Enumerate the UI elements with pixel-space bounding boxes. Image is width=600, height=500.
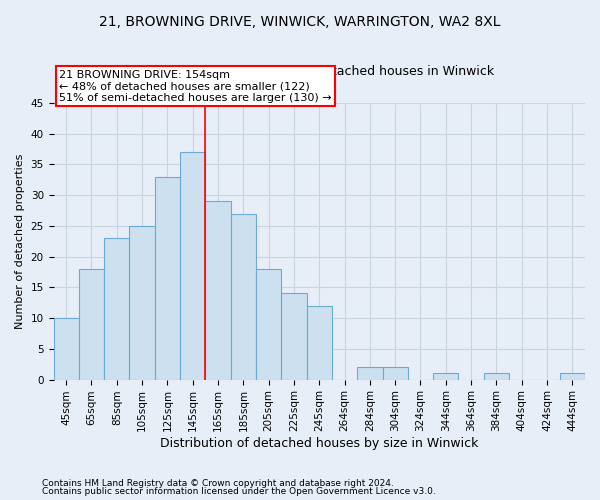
Text: 21, BROWNING DRIVE, WINWICK, WARRINGTON, WA2 8XL: 21, BROWNING DRIVE, WINWICK, WARRINGTON,… <box>99 15 501 29</box>
Bar <box>155 176 180 380</box>
Bar <box>130 226 155 380</box>
Text: Contains HM Land Registry data © Crown copyright and database right 2024.: Contains HM Land Registry data © Crown c… <box>42 478 394 488</box>
Bar <box>357 368 383 380</box>
Text: Contains public sector information licensed under the Open Government Licence v3: Contains public sector information licen… <box>42 487 436 496</box>
Bar <box>79 269 104 380</box>
Bar <box>104 238 130 380</box>
Bar <box>307 306 332 380</box>
Bar <box>256 269 281 380</box>
Bar <box>383 368 408 380</box>
Bar <box>560 374 585 380</box>
Bar <box>53 318 79 380</box>
X-axis label: Distribution of detached houses by size in Winwick: Distribution of detached houses by size … <box>160 437 478 450</box>
Bar <box>205 201 230 380</box>
Bar <box>180 152 205 380</box>
Text: 21 BROWNING DRIVE: 154sqm
← 48% of detached houses are smaller (122)
51% of semi: 21 BROWNING DRIVE: 154sqm ← 48% of detac… <box>59 70 331 103</box>
Y-axis label: Number of detached properties: Number of detached properties <box>15 154 25 329</box>
Bar <box>281 294 307 380</box>
Bar <box>484 374 509 380</box>
Bar <box>230 214 256 380</box>
Title: Size of property relative to detached houses in Winwick: Size of property relative to detached ho… <box>145 65 494 78</box>
Bar <box>433 374 458 380</box>
